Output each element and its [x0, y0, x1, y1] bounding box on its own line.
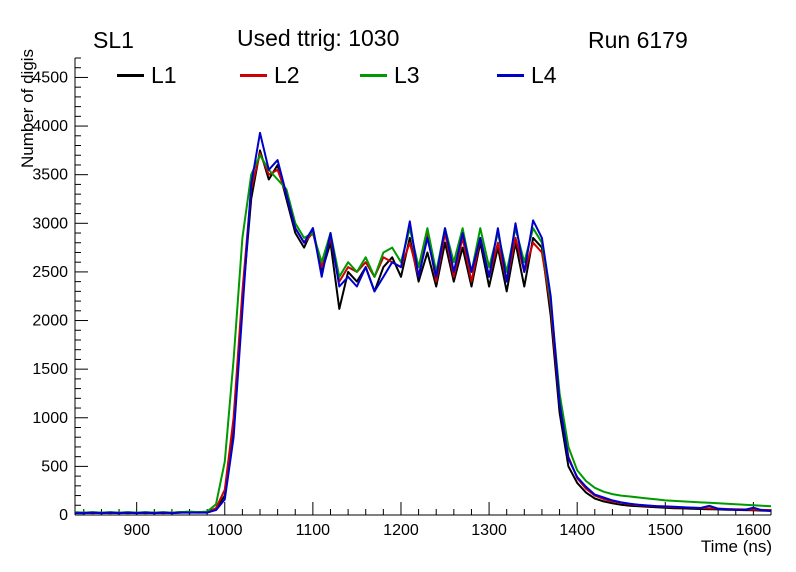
- y-tick-label: 3500: [32, 167, 68, 184]
- pad-title-left: SL1: [93, 27, 134, 53]
- y-tick-label: 1500: [32, 361, 68, 378]
- y-tick-label: 2500: [32, 264, 68, 281]
- legend-label-l1: L1: [151, 62, 177, 88]
- legend-label-l3: L3: [394, 62, 420, 88]
- legend-item-l4: L4: [497, 62, 557, 89]
- y-tick-label: 1000: [32, 410, 68, 427]
- series-line-l4: [75, 131, 772, 515]
- legend-item-l3: L3: [360, 62, 420, 89]
- x-tick-label: 1200: [383, 522, 419, 539]
- x-axis-title: Time (ns): [700, 537, 772, 556]
- x-tick-label: 1000: [207, 522, 243, 539]
- y-tick-label: 0: [59, 507, 68, 524]
- run-label: Run 6179: [588, 27, 688, 53]
- legend-label-l4: L4: [531, 62, 557, 88]
- series-line-l2: [74, 152, 772, 515]
- x-tick-label: 900: [123, 522, 150, 539]
- y-tick-label: 500: [41, 458, 68, 475]
- y-axis-title: Number of digis: [18, 48, 37, 168]
- x-tick-label: 1400: [559, 522, 595, 539]
- legend-item-l1: L1: [117, 62, 177, 89]
- legend-label-l2: L2: [274, 62, 300, 88]
- series-line-l1: [74, 149, 772, 515]
- series-line-l3: [74, 154, 772, 514]
- plot-title: Used ttrig: 1030: [237, 25, 400, 51]
- x-tick-label: 1300: [471, 522, 507, 539]
- legend-swatch-l4: [497, 74, 524, 77]
- y-tick-label: 2000: [32, 313, 68, 330]
- legend-item-l2: L2: [240, 62, 300, 89]
- legend-swatch-l2: [240, 74, 267, 77]
- y-tick-label: 3000: [32, 215, 68, 232]
- x-tick-label: 1600: [736, 522, 772, 539]
- legend-swatch-l1: [117, 74, 144, 77]
- legend-swatch-l3: [360, 74, 387, 77]
- y-tick-label: 4500: [32, 69, 68, 86]
- x-tick-label: 1100: [296, 522, 331, 539]
- y-tick-label: 4000: [32, 118, 68, 135]
- x-tick-label: 1500: [647, 522, 683, 539]
